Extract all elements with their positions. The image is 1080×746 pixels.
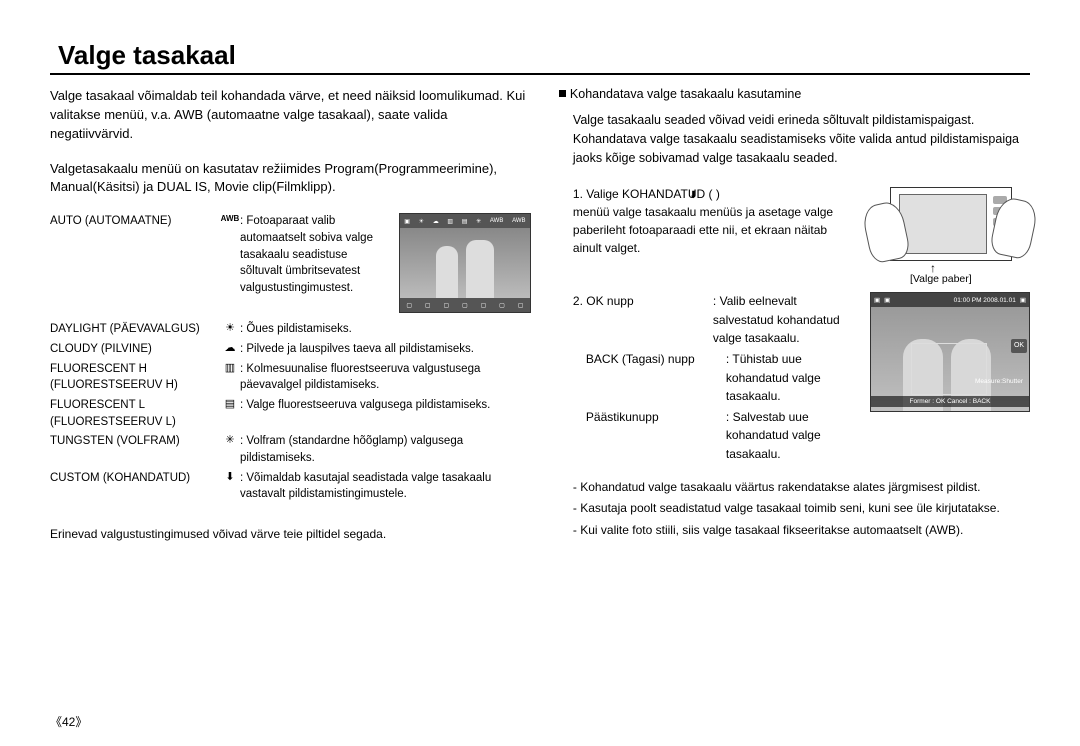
lcd-top-icons: ▣ ☀ ☁ ▥ ▤ ✳ AWB AWB [400,214,530,228]
mode-row-fluor-l: FLUORESCENT L (FLUORESTSEERUV L) ▤ : Val… [50,397,531,430]
page-title: Valge tasakaal [58,40,236,70]
lcd-measure-screen: ▣▣ 01:00 PM 2008.01.01 ▣ Measure:Shutter… [870,292,1030,412]
left-column: Valge tasakaal võimaldab teil kohandada … [50,87,531,542]
sub-heading: Kohandatava valge tasakaalu kasutamine [559,87,1030,101]
title-bar: Valge tasakaal [50,40,1030,75]
camera-lcd-preview: ▣ ☀ ☁ ▥ ▤ ✳ AWB AWB ▢▢▢▢▢▢▢ [399,213,531,313]
square-bullet-icon [559,90,566,97]
mode-row-tungsten: TUNGSTEN (VOLFRAM) ✳ : Volfram (standard… [50,433,531,466]
fluorescent-h-icon: ▥ [220,361,240,377]
bulb-icon: ✳ [220,433,240,449]
step-1: 1. Valige KOHANDATUD ( ) ⬇ menüü valge t… [573,185,1030,280]
lcd-photo [400,228,530,298]
awb-icon: AWB [220,213,240,225]
ok-button[interactable]: OK [1011,339,1027,353]
mode-row-daylight: DAYLIGHT (PÄEVAVALGUS) ☀ : Õues pildista… [50,321,531,338]
notes-list: - Kohandatud valge tasakaalu väärtus rak… [573,478,1030,540]
content-columns: Valge tasakaal võimaldab teil kohandada … [50,87,1030,542]
lcd-bottom-bar: ▢▢▢▢▢▢▢ [400,298,530,312]
custom-icon: ⬇ [220,470,240,486]
mode-row-cloudy: CLOUDY (PILVINE) ☁ : Pilvede ja lauspilv… [50,341,531,358]
page-number: 《42》 [50,713,87,730]
hands-holding-camera-diagram: ↑ [Valge paber] [870,185,1030,280]
mode-row-custom: CUSTOM (KOHANDATUD) ⬇ : Võimaldab kasuta… [50,470,531,503]
custom-inline-icon: ⬇ [689,190,697,201]
cloud-icon: ☁ [220,341,240,357]
intro-paragraph-1: Valge tasakaal võimaldab teil kohandada … [50,87,531,144]
intro-paragraph-2: Valgetasakaalu menüü on kasutatav režiim… [50,160,531,198]
fluorescent-l-icon: ▤ [220,397,240,413]
right-column: Kohandatava valge tasakaalu kasutamine V… [559,87,1030,542]
sub-intro: Valge tasakaalu seaded võivad veidi erin… [573,111,1030,167]
step-2: 2. OK nupp : Valib eelnevalt salvestatud… [573,292,1030,465]
left-footnote: Erinevad valgustustingimused võivad värv… [50,527,531,541]
mode-row-auto: AUTO (AUTOMAATNE) AWB : Fotoaparaat vali… [50,213,389,296]
white-paper-caption: [Valge paber] [910,273,972,285]
mode-row-fluor-h: FLUORESCENT H (FLUORESTSEERUV H) ▥ : Kol… [50,361,531,394]
sun-icon: ☀ [220,321,240,337]
